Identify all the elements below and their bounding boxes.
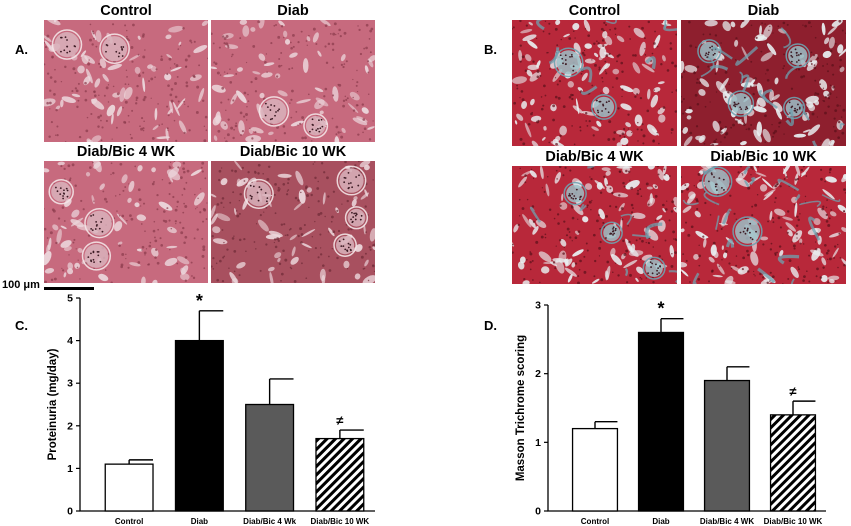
- chart-d-category-label: Diab/Bic 4 WK: [700, 517, 754, 526]
- chart-c-errorbar: [339, 429, 364, 439]
- chart-d-errorbar: [594, 421, 618, 429]
- panel-c-letter: C.: [15, 318, 28, 333]
- panel-a-title-diab: Diab: [277, 3, 309, 19]
- micrograph-b-bic4: [512, 166, 677, 284]
- chart-c-category-label: Diab/Bic 4 Wk: [243, 517, 296, 526]
- micrograph-b-control: [512, 20, 677, 146]
- panel-b-title-bic10: Diab/Bic 10 WK: [710, 149, 817, 165]
- chart-d-bar: [637, 331, 685, 512]
- chart-d-bar: [571, 427, 619, 512]
- chart-c-ylabel: Proteinuria (mg/day): [47, 348, 59, 460]
- panel-d-letter: D.: [484, 318, 497, 333]
- chart-d-bar: [703, 379, 751, 512]
- panel-b-title-control: Control: [568, 3, 621, 19]
- chart-d-errorbar: [726, 366, 750, 381]
- chart-c-ytick-label: 2: [67, 420, 73, 432]
- chart-c-category-label: Control: [115, 517, 143, 526]
- scale-bar-label: 100 μm: [2, 279, 40, 291]
- chart-d-significance-marker: *: [657, 299, 664, 319]
- micrograph-b-bic10: [681, 166, 846, 284]
- panel-a-title-bic4: Diab/Bic 4 WK: [76, 144, 176, 160]
- chart-c-ytick-label: 1: [67, 463, 73, 475]
- chart-d-bar: [769, 414, 817, 512]
- scale-bar: [44, 287, 94, 290]
- chart-c-category-label: Diab: [191, 517, 208, 526]
- chart-c-ytick-label: 3: [67, 378, 73, 390]
- chart-d-errorbar: [660, 318, 684, 333]
- chart-c-bar: [104, 463, 154, 512]
- panel-a-title-bic10: Diab/Bic 10 WK: [239, 144, 347, 160]
- chart-c-category-label: Diab/Bic 10 WK: [311, 517, 370, 526]
- panel-b-title-diab: Diab: [747, 3, 780, 19]
- chart-d-ytick-label: 2: [535, 368, 541, 380]
- panel-a-letter: A.: [15, 42, 28, 57]
- chart-c-significance-marker: ≠: [336, 413, 343, 428]
- chart-d-category-label: Diab: [652, 517, 669, 526]
- chart-c-errorbar: [128, 459, 154, 465]
- chart-c-errorbar: [198, 310, 224, 341]
- panel-a-title-control: Control: [100, 3, 152, 19]
- chart-c-bar: [245, 403, 295, 512]
- micrograph-a-bic4: [44, 161, 208, 283]
- chart-c-ytick-label: 4: [67, 335, 73, 347]
- micrograph-b-diab: [681, 20, 846, 146]
- micrograph-a-diab: [211, 20, 375, 142]
- chart-c-ytick-label: 0: [67, 506, 73, 518]
- panel-b-title-bic4: Diab/Bic 4 WK: [545, 149, 644, 165]
- chart-d-errorbar: [792, 400, 816, 415]
- chart-d-category-label: Control: [581, 517, 609, 526]
- chart-d-ytick-label: 3: [535, 300, 541, 312]
- chart-c-bar: [315, 437, 365, 512]
- micrograph-a-bic10: [211, 161, 375, 283]
- chart-c-errorbar: [268, 378, 294, 405]
- chart-d-significance-marker: ≠: [789, 384, 796, 399]
- panel-b-letter: B.: [484, 42, 497, 57]
- chart-d-ylabel: Masson Trichrome scoring: [515, 335, 527, 481]
- micrograph-a-control: [44, 20, 208, 142]
- chart-c-ytick-label: 5: [67, 293, 73, 305]
- chart-d-ytick-label: 1: [535, 437, 541, 449]
- chart-d-ytick-label: 0: [535, 506, 541, 518]
- chart-d-category-label: Diab/Bic 10 WK: [764, 517, 823, 526]
- chart-c-bar: [174, 339, 224, 512]
- chart-c-significance-marker: *: [196, 291, 203, 311]
